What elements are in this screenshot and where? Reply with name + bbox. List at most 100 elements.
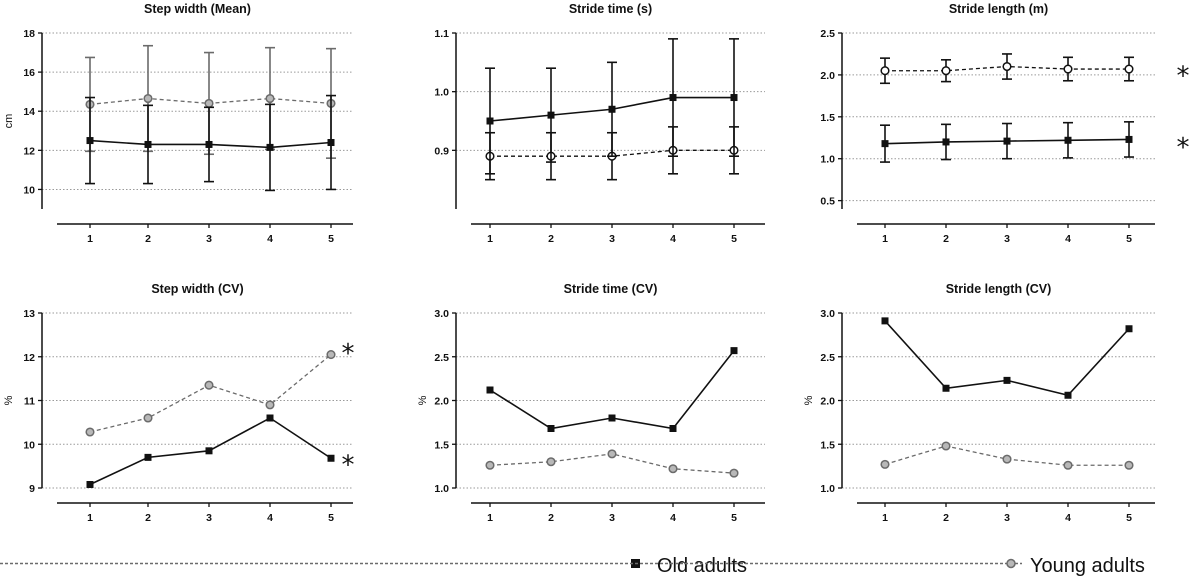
data-point (1002, 454, 1012, 464)
data-point (327, 454, 335, 462)
x-tick-label: 1 (87, 233, 93, 245)
y-tick-label: 11 (24, 396, 35, 408)
y-tick-label: 1.5 (820, 112, 835, 124)
chart-title: Step width (Mean) (144, 2, 251, 16)
y-tick-label: 1.5 (434, 439, 449, 451)
y-tick-label: 0.9 (434, 145, 449, 157)
data-point (144, 453, 152, 461)
data-point (1003, 137, 1011, 145)
legend: Old adults Young adults (0, 555, 1145, 577)
data-point (143, 413, 153, 423)
data-point (1063, 460, 1073, 470)
x-tick-label: 2 (943, 233, 949, 245)
significance-star: * (342, 451, 355, 481)
series-line (884, 320, 1130, 397)
y-tick-label: 10 (23, 439, 35, 451)
data-point (608, 414, 616, 422)
y-tick-label: 18 (23, 28, 35, 40)
data-point (1002, 61, 1012, 72)
data-point (205, 140, 213, 148)
y-tick-label: 2.0 (820, 70, 835, 82)
data-point (669, 94, 677, 102)
y-tick-label: 1.0 (434, 483, 449, 495)
x-tick-label: 5 (731, 233, 737, 245)
data-point (880, 66, 890, 76)
x-tick-label: 3 (609, 512, 615, 524)
legend-young-label: Young adults (1030, 555, 1145, 577)
series-young-adults (485, 449, 739, 478)
series-young-adults (85, 350, 336, 437)
y-tick-label: 2.0 (820, 396, 835, 408)
series-young-adults (880, 441, 1134, 470)
chart-title: Step width (CV) (151, 282, 243, 296)
data-point (143, 93, 153, 104)
series-old-adults (485, 38, 739, 175)
x-tick-label: 4 (267, 233, 273, 245)
data-point (881, 317, 889, 325)
x-tick-label: 5 (328, 233, 334, 245)
data-point (941, 66, 951, 76)
x-tick-label: 4 (1065, 233, 1071, 245)
x-tick-label: 3 (206, 233, 212, 245)
data-point (485, 460, 495, 470)
y-tick-label: 1.0 (820, 154, 835, 166)
y-tick-label: 2.5 (820, 28, 835, 40)
data-point (669, 425, 677, 432)
data-point (204, 380, 214, 390)
x-tick-label: 3 (206, 512, 212, 524)
y-tick-label: 12 (23, 352, 35, 364)
significance-star: * (1177, 133, 1190, 163)
x-tick-label: 3 (1004, 512, 1010, 524)
data-point (486, 386, 494, 394)
data-point (1063, 64, 1073, 74)
data-point (144, 140, 152, 148)
y-tick-label: 10 (23, 184, 35, 196)
chart-panel-2: Stride time (s) 0.9 1.0 1.1 1 2 3 4 5 (434, 2, 765, 245)
chart-title: Stride length (CV) (946, 282, 1052, 296)
y-tick-label: 2.5 (820, 352, 835, 364)
series-old-adults (85, 94, 336, 192)
y-tick-label: 9 (29, 483, 35, 495)
series-old-adults (486, 347, 738, 432)
x-tick-label: 4 (267, 512, 273, 524)
chart-title: Stride length (m) (949, 2, 1048, 16)
chart-title: Stride time (CV) (564, 282, 658, 296)
x-tick-label: 5 (1126, 233, 1132, 245)
data-point (204, 98, 214, 108)
data-point (326, 350, 336, 360)
significance-star: * (342, 339, 355, 369)
x-tick-label: 2 (943, 512, 949, 524)
x-tick-label: 4 (1065, 512, 1071, 524)
y-axis-label: cm (3, 114, 15, 129)
data-point (668, 464, 678, 474)
x-tick-label: 5 (328, 512, 334, 524)
data-point (547, 111, 555, 119)
y-tick-label: 16 (23, 67, 35, 79)
x-tick-label: 3 (1004, 233, 1010, 245)
x-tick-label: 2 (145, 233, 151, 245)
data-point (85, 427, 95, 437)
data-point (941, 441, 951, 451)
data-point (265, 93, 275, 104)
x-tick-label: 4 (670, 512, 676, 524)
data-point (942, 384, 950, 392)
data-point (1003, 376, 1011, 384)
data-point (1124, 460, 1134, 470)
y-tick-label: 2.5 (434, 352, 449, 364)
data-point (547, 425, 555, 432)
y-tick-label: 3.0 (434, 308, 449, 320)
data-point (608, 105, 616, 113)
data-point (880, 459, 890, 469)
x-tick-label: 1 (487, 512, 493, 524)
x-tick-label: 5 (731, 512, 737, 524)
chart-title: Stride time (s) (569, 2, 652, 16)
y-tick-label: 1.0 (820, 483, 835, 495)
significance-star: * (1177, 62, 1190, 92)
chart-panel-3: Stride length (m) 0.5 1.0 1.5 2.0 2.5 1 2 3 4 5 * * (820, 2, 1189, 245)
data-point (486, 117, 494, 125)
data-point (1064, 136, 1072, 144)
x-tick-label: 2 (548, 512, 554, 524)
y-tick-label: 13 (23, 308, 35, 320)
